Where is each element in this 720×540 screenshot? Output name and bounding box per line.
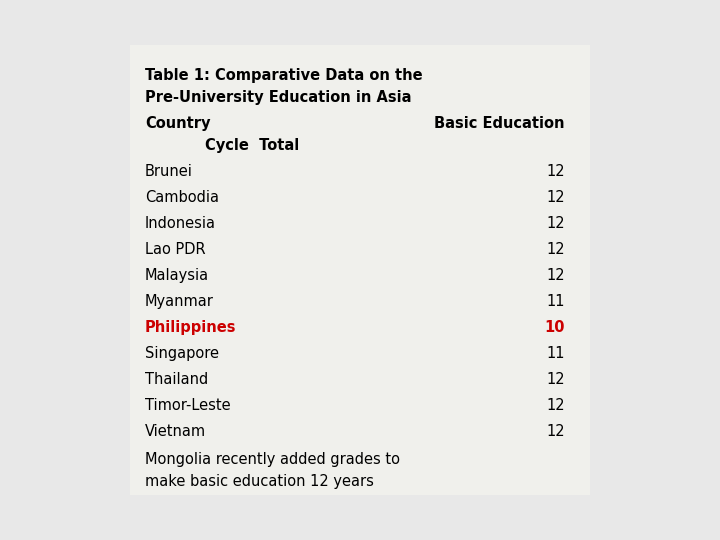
Text: 10: 10 [544, 320, 565, 335]
Text: Timor-Leste: Timor-Leste [145, 398, 230, 413]
Text: Basic Education: Basic Education [434, 116, 565, 131]
Text: Myanmar: Myanmar [145, 294, 214, 309]
Text: 11: 11 [546, 346, 565, 361]
Text: 12: 12 [546, 190, 565, 205]
Text: Brunei: Brunei [145, 164, 193, 179]
Text: Thailand: Thailand [145, 372, 208, 387]
Text: Malaysia: Malaysia [145, 268, 209, 283]
Text: Cycle  Total: Cycle Total [205, 138, 300, 153]
Text: Country: Country [145, 116, 210, 131]
Text: 11: 11 [546, 294, 565, 309]
Text: 12: 12 [546, 216, 565, 231]
Text: Indonesia: Indonesia [145, 216, 216, 231]
Text: 12: 12 [546, 242, 565, 257]
Text: 12: 12 [546, 398, 565, 413]
Text: 12: 12 [546, 268, 565, 283]
Text: Mongolia recently added grades to: Mongolia recently added grades to [145, 452, 400, 467]
Text: Singapore: Singapore [145, 346, 219, 361]
FancyBboxPatch shape [130, 45, 590, 495]
Text: Cambodia: Cambodia [145, 190, 219, 205]
Text: Vietnam: Vietnam [145, 424, 206, 439]
Text: Table 1: Comparative Data on the: Table 1: Comparative Data on the [145, 68, 423, 83]
Text: Lao PDR: Lao PDR [145, 242, 206, 257]
Text: 12: 12 [546, 164, 565, 179]
Text: 12: 12 [546, 424, 565, 439]
Text: Philippines: Philippines [145, 320, 236, 335]
Text: make basic education 12 years: make basic education 12 years [145, 474, 374, 489]
Text: Pre-University Education in Asia: Pre-University Education in Asia [145, 90, 412, 105]
Text: 12: 12 [546, 372, 565, 387]
